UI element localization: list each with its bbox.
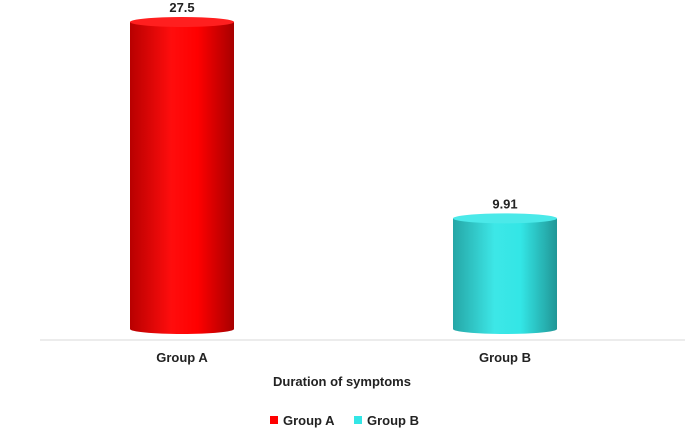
bar-top [453, 213, 557, 224]
x-axis-title: Duration of symptoms [273, 374, 411, 389]
legend-swatch [270, 416, 278, 424]
legend-item: Group A [270, 413, 335, 428]
bar-body [130, 22, 234, 334]
bar-group-b [453, 213, 557, 334]
bar-body [453, 218, 557, 334]
x-tick-label: Group A [156, 350, 208, 365]
bars-group: 27.5 9.91 [130, 0, 557, 334]
legend-label: Group A [283, 413, 335, 428]
data-label: 9.91 [492, 196, 517, 211]
bar-top [130, 17, 234, 27]
data-label: 27.5 [169, 0, 194, 15]
legend-item: Group B [354, 413, 419, 428]
x-tick-label: Group B [479, 350, 531, 365]
x-tick-labels: Group A Group B [156, 350, 531, 365]
bar-group-a [130, 17, 234, 334]
legend-swatch [354, 416, 362, 424]
legend-label: Group B [367, 413, 419, 428]
legend: Group A Group B [270, 413, 419, 428]
